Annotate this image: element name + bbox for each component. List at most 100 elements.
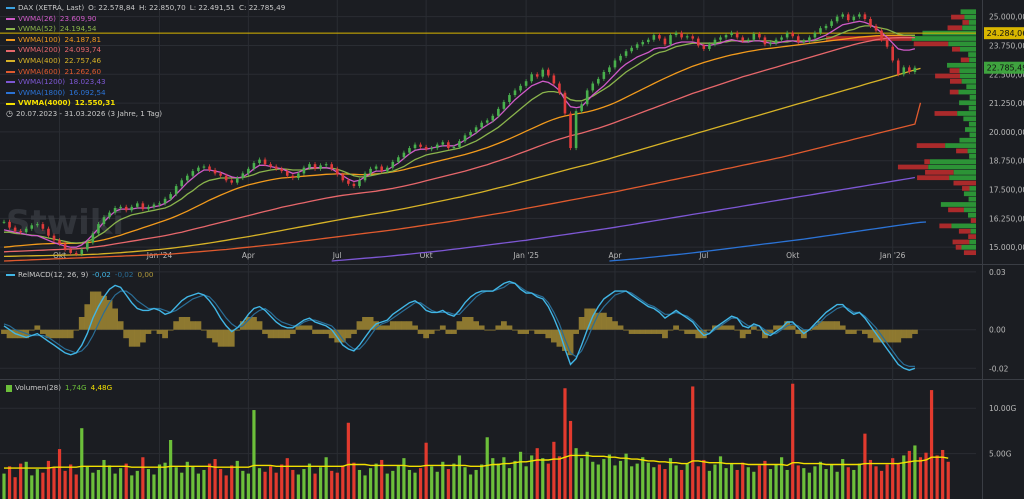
macd-hist-bar (339, 329, 346, 343)
volume-bar (335, 472, 339, 499)
macd-swatch (6, 274, 15, 277)
candle-body (63, 243, 67, 250)
volume-bar (618, 460, 623, 499)
candle-body (69, 249, 72, 253)
candle-body (685, 36, 689, 38)
volume-bar (63, 470, 67, 499)
macd-hist-bar (334, 329, 341, 343)
macd-hist-bar (589, 308, 596, 330)
macd-hist-bar (812, 325, 818, 330)
vwma-label: VWMA(400) (18, 55, 61, 65)
volume-bar (685, 463, 689, 499)
candle-body (669, 35, 672, 45)
vwma-swatch (6, 60, 15, 63)
macd-hist-bar (523, 329, 530, 334)
vwma-label: VWMA(1800) (18, 87, 66, 97)
volume-profile-bar-down (948, 207, 964, 213)
macd-hist-bar (850, 329, 857, 334)
volume-profile-bar-up (968, 212, 976, 218)
macd-hist-bar (45, 329, 52, 339)
candle-body (841, 14, 844, 17)
volume-bar (107, 465, 112, 499)
y-tick-label: 23.750,00 (989, 41, 1024, 50)
candle-body (263, 159, 267, 165)
candle-body (558, 83, 561, 93)
volume-profile-bar-down (960, 57, 970, 63)
volume-bar (441, 461, 445, 499)
volume-tick-label: 5.00G (989, 450, 1012, 459)
volume-bar (535, 448, 539, 499)
macd-hist-bar (262, 329, 268, 334)
macd-hist-bar (134, 329, 141, 347)
y-tick-label: 25.000,00 (989, 13, 1024, 22)
candle-body (769, 43, 772, 45)
candle-body (513, 90, 517, 96)
macd-hist-bar (378, 325, 385, 330)
candle-body (696, 38, 700, 46)
candle-body (197, 167, 200, 172)
volume-bar (596, 464, 600, 499)
candle-body (902, 67, 906, 75)
volume-bar (135, 470, 139, 499)
vwma-swatch (6, 28, 15, 31)
volume-profile-bar-up (959, 100, 976, 106)
volume-bar (841, 459, 845, 499)
macd-hist-bar (667, 329, 674, 331)
candle-body (285, 171, 289, 176)
macd-hist-bar (900, 329, 907, 339)
volume-profile (826, 9, 976, 256)
volume-bar (446, 469, 450, 499)
volume-profile-bar-down (962, 20, 969, 25)
vwma-value: 22.757,46 (64, 55, 102, 65)
candle-body (113, 207, 117, 213)
candle-body (835, 16, 839, 22)
macd-hist-bar (639, 329, 646, 334)
macd-hist-bar (889, 329, 896, 343)
volume-profile-bar-up (968, 196, 976, 202)
volume-profile-bar-up (966, 84, 976, 90)
macd-hist-bar (678, 329, 685, 331)
candle-body (136, 203, 139, 207)
candle-body (824, 25, 828, 29)
candle-body (424, 146, 428, 150)
macd-hist-bar (267, 329, 274, 339)
macd-hist-bar (417, 329, 424, 334)
candle-body (341, 174, 345, 181)
macd-hist-bar (545, 329, 552, 339)
macd-hist-bar (84, 304, 91, 330)
candle-body (502, 101, 506, 109)
vwma-label: VWMA(100) (18, 34, 61, 44)
volume-bar (546, 463, 550, 499)
macd-hist-bar (584, 308, 591, 330)
candle-body (896, 60, 900, 75)
y-tick-label: 16.250,00 (989, 214, 1024, 223)
volume-bar (324, 457, 328, 499)
candle-body (435, 144, 439, 149)
candle-body (19, 231, 22, 233)
macd-hist-bar (767, 329, 774, 334)
candle-body (730, 32, 733, 36)
volume-profile-bar-down (916, 143, 946, 148)
volume-bar (141, 457, 145, 499)
volume-bar (818, 461, 823, 499)
candle-body (480, 122, 483, 128)
candle-body (308, 164, 311, 168)
candle-body (547, 69, 550, 76)
macd-title: RelMACD(12, 26, 9) (18, 270, 89, 279)
candle-body (313, 164, 317, 169)
macd-hist-bar (278, 329, 285, 339)
macd-hist-bar (156, 329, 163, 334)
macd-hist-bar (184, 316, 191, 330)
x-tick-label: Okt (786, 251, 799, 260)
macd-hist-bar (839, 325, 846, 330)
macd-hist-bar (201, 329, 207, 331)
volume-bar (552, 441, 556, 499)
volume-profile-bar-down (955, 244, 962, 250)
macd-hist-bar (195, 321, 202, 330)
candle-body (619, 55, 622, 61)
volume-bar (396, 465, 400, 499)
macd-tick-label: 0.03 (989, 268, 1006, 277)
volume-bar (157, 464, 162, 499)
volume-bar (491, 458, 495, 499)
